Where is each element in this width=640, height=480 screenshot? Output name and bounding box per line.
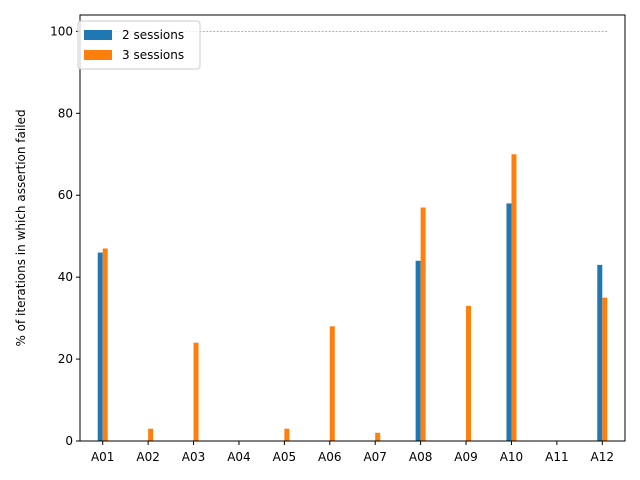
y-tick-label: 80 (58, 106, 73, 120)
y-axis: 0 20 40 60 80 100 (50, 24, 80, 448)
bar-three-sessions-a03 (193, 342, 199, 441)
bar-three-sessions-a07 (375, 432, 381, 441)
x-tick-label: A06 (318, 450, 341, 464)
y-tick-label: 60 (58, 188, 73, 202)
x-tick-label: A10 (500, 450, 523, 464)
bar-three-sessions-a02 (148, 428, 154, 441)
x-tick-label: A01 (91, 450, 114, 464)
x-tick-label: A09 (454, 450, 477, 464)
bar-two-sessions-a12 (597, 264, 603, 441)
x-axis: A01 A02 A03 A04 A05 A06 A07 A08 A09 A10 A11 A12 (91, 441, 614, 464)
legend-swatch (84, 50, 112, 60)
x-tick-label: A02 (136, 450, 159, 464)
x-tick-label: A07 (363, 450, 386, 464)
bar-two-sessions-a01 (97, 252, 103, 441)
bar-three-sessions-a05 (284, 428, 290, 441)
plot-frame (79, 14, 626, 442)
y-tick-label: 40 (58, 270, 73, 284)
bar-group (97, 154, 608, 441)
y-axis-title: % of iterations in which assertion faile… (14, 109, 28, 346)
legend-label: 2 sessions (122, 28, 184, 42)
x-tick-label: A05 (273, 450, 296, 464)
legend: 2 sessions 3 sessions (77, 20, 201, 70)
y-tick-label: 20 (58, 352, 73, 366)
y-tick-label: 0 (65, 434, 73, 448)
x-tick-label: A12 (591, 450, 614, 464)
x-tick-label: A03 (182, 450, 205, 464)
x-tick-label: A08 (409, 450, 432, 464)
bar-two-sessions-a08 (415, 260, 421, 441)
legend-label: 3 sessions (122, 48, 184, 62)
bar-three-sessions-a10 (511, 154, 517, 441)
bar-three-sessions-a09 (466, 305, 472, 441)
bar-three-sessions-a06 (329, 326, 335, 441)
bar-three-sessions-a08 (420, 207, 426, 441)
x-tick-label: A04 (227, 450, 250, 464)
bar-two-sessions-a10 (506, 203, 512, 441)
legend-swatch (84, 30, 112, 40)
y-tick-label: 100 (50, 24, 73, 38)
bar-three-sessions-a01 (102, 248, 108, 441)
x-tick-label: A11 (545, 450, 568, 464)
bar-three-sessions-a12 (602, 297, 608, 441)
